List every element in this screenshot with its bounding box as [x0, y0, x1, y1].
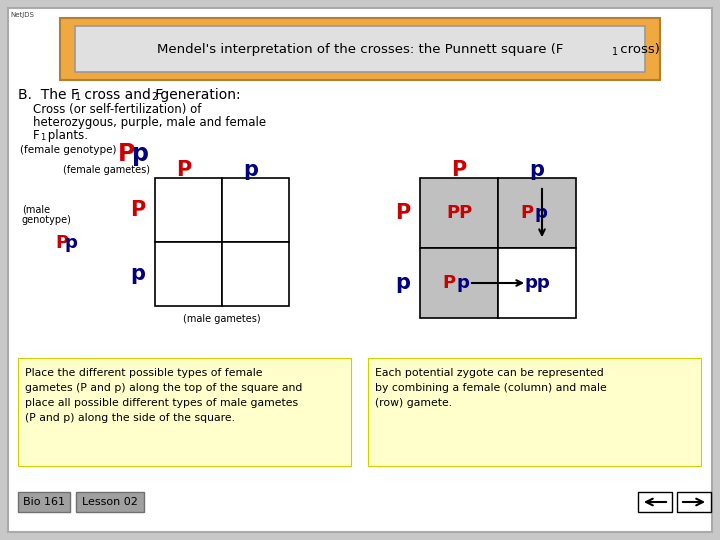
Text: p: p — [130, 264, 145, 284]
Text: F: F — [33, 129, 40, 142]
Text: by combining a female (column) and male: by combining a female (column) and male — [375, 383, 607, 393]
Text: Place the different possible types of female: Place the different possible types of fe… — [25, 368, 263, 378]
Text: (row) gamete.: (row) gamete. — [375, 398, 452, 408]
Text: P: P — [176, 160, 191, 180]
Text: Bio 161: Bio 161 — [23, 497, 65, 507]
Text: Cross (or self-fertilization) of: Cross (or self-fertilization) of — [33, 103, 202, 116]
Text: B.  The F: B. The F — [18, 88, 79, 102]
Bar — [76, 492, 144, 512]
Text: P: P — [118, 142, 135, 166]
Text: Lesson 02: Lesson 02 — [82, 497, 138, 507]
Text: pp: pp — [524, 274, 550, 292]
Text: p: p — [535, 204, 548, 222]
Bar — [18, 492, 70, 512]
Text: genotype): genotype) — [22, 215, 72, 225]
Text: p: p — [529, 160, 544, 180]
Text: 1: 1 — [40, 133, 45, 142]
Text: (male: (male — [22, 205, 50, 215]
Text: 1: 1 — [75, 92, 81, 102]
Bar — [155, 242, 222, 306]
Text: p: p — [132, 142, 149, 166]
Text: P: P — [443, 274, 456, 292]
Bar — [420, 248, 498, 318]
Text: cross and F: cross and F — [80, 88, 163, 102]
Text: heterozygous, purple, male and female: heterozygous, purple, male and female — [33, 116, 266, 129]
Text: 2: 2 — [151, 92, 157, 102]
Text: 1: 1 — [612, 47, 618, 57]
Text: cross): cross) — [616, 43, 660, 56]
Text: plants.: plants. — [44, 129, 88, 142]
Text: gametes (P and p) along the top of the square and: gametes (P and p) along the top of the s… — [25, 383, 302, 393]
Bar — [155, 178, 222, 242]
Text: p: p — [395, 273, 410, 293]
Bar — [420, 178, 498, 248]
Bar — [498, 248, 576, 318]
Text: P: P — [55, 234, 68, 252]
Text: PP: PP — [446, 204, 472, 222]
Text: p: p — [65, 234, 78, 252]
Text: Each potential zygote can be represented: Each potential zygote can be represented — [375, 368, 604, 378]
Text: p: p — [457, 274, 470, 292]
Text: P: P — [395, 203, 410, 223]
Bar — [222, 178, 289, 242]
Text: place all possible different types of male gametes: place all possible different types of ma… — [25, 398, 298, 408]
Text: P: P — [130, 200, 145, 220]
Text: (P and p) along the side of the square.: (P and p) along the side of the square. — [25, 413, 235, 423]
Bar — [638, 492, 672, 512]
Text: (female genotype): (female genotype) — [19, 145, 116, 155]
Bar — [222, 242, 289, 306]
Text: Mendel's interpretation of the crosses: the Punnett square (F: Mendel's interpretation of the crosses: … — [157, 43, 563, 56]
Text: generation:: generation: — [156, 88, 240, 102]
Bar — [677, 492, 711, 512]
Bar — [498, 178, 576, 248]
Bar — [18, 358, 351, 466]
Text: P: P — [451, 160, 467, 180]
Bar — [60, 18, 660, 80]
Text: NetJDS: NetJDS — [10, 12, 34, 18]
Text: (female gametes): (female gametes) — [63, 165, 150, 175]
Bar — [75, 26, 645, 72]
Bar — [368, 358, 701, 466]
Text: p: p — [243, 160, 258, 180]
Text: P: P — [521, 204, 534, 222]
Text: (male gametes): (male gametes) — [183, 314, 261, 324]
